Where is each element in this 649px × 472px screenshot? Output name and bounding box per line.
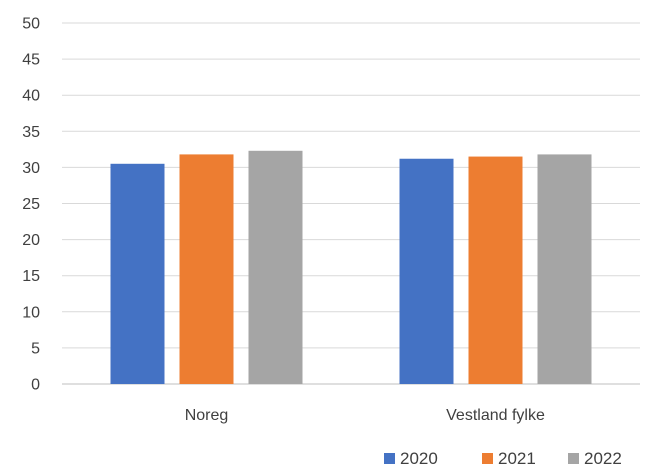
legend-label-2020: 2020	[400, 449, 438, 468]
y-tick-label: 35	[22, 124, 40, 141]
y-tick-label: 50	[22, 16, 40, 33]
y-tick-label: 0	[31, 377, 40, 394]
bar-2022-vestland-fylke	[537, 154, 592, 384]
y-tick-label: 45	[22, 52, 40, 69]
y-tick-label: 25	[22, 196, 40, 213]
bar-2022-noreg	[248, 150, 303, 384]
legend-swatch-2021	[482, 453, 493, 464]
bar-2021-vestland-fylke	[468, 156, 523, 384]
x-axis-labels: Noreg Vestland fylke	[185, 407, 545, 424]
y-axis-ticks: 0 5 10 15 20 25 30 35 40 45 50	[22, 16, 40, 394]
y-tick-label: 15	[22, 268, 40, 285]
legend-label-2022: 2022	[584, 449, 622, 468]
bars	[110, 150, 592, 384]
y-tick-label: 40	[22, 88, 40, 105]
legend: 2020 2021 2022	[384, 449, 622, 468]
y-tick-label: 5	[31, 340, 40, 357]
x-category-label: Noreg	[185, 407, 229, 424]
y-tick-label: 30	[22, 160, 40, 177]
x-category-label: Vestland fylke	[446, 407, 545, 424]
bar-2020-vestland-fylke	[399, 158, 454, 384]
y-tick-label: 10	[22, 304, 40, 321]
legend-swatch-2022	[568, 453, 579, 464]
bar-2021-noreg	[179, 154, 234, 384]
legend-swatch-2020	[384, 453, 395, 464]
bar-2020-noreg	[110, 163, 165, 384]
y-tick-label: 20	[22, 232, 40, 249]
legend-label-2021: 2021	[498, 449, 536, 468]
